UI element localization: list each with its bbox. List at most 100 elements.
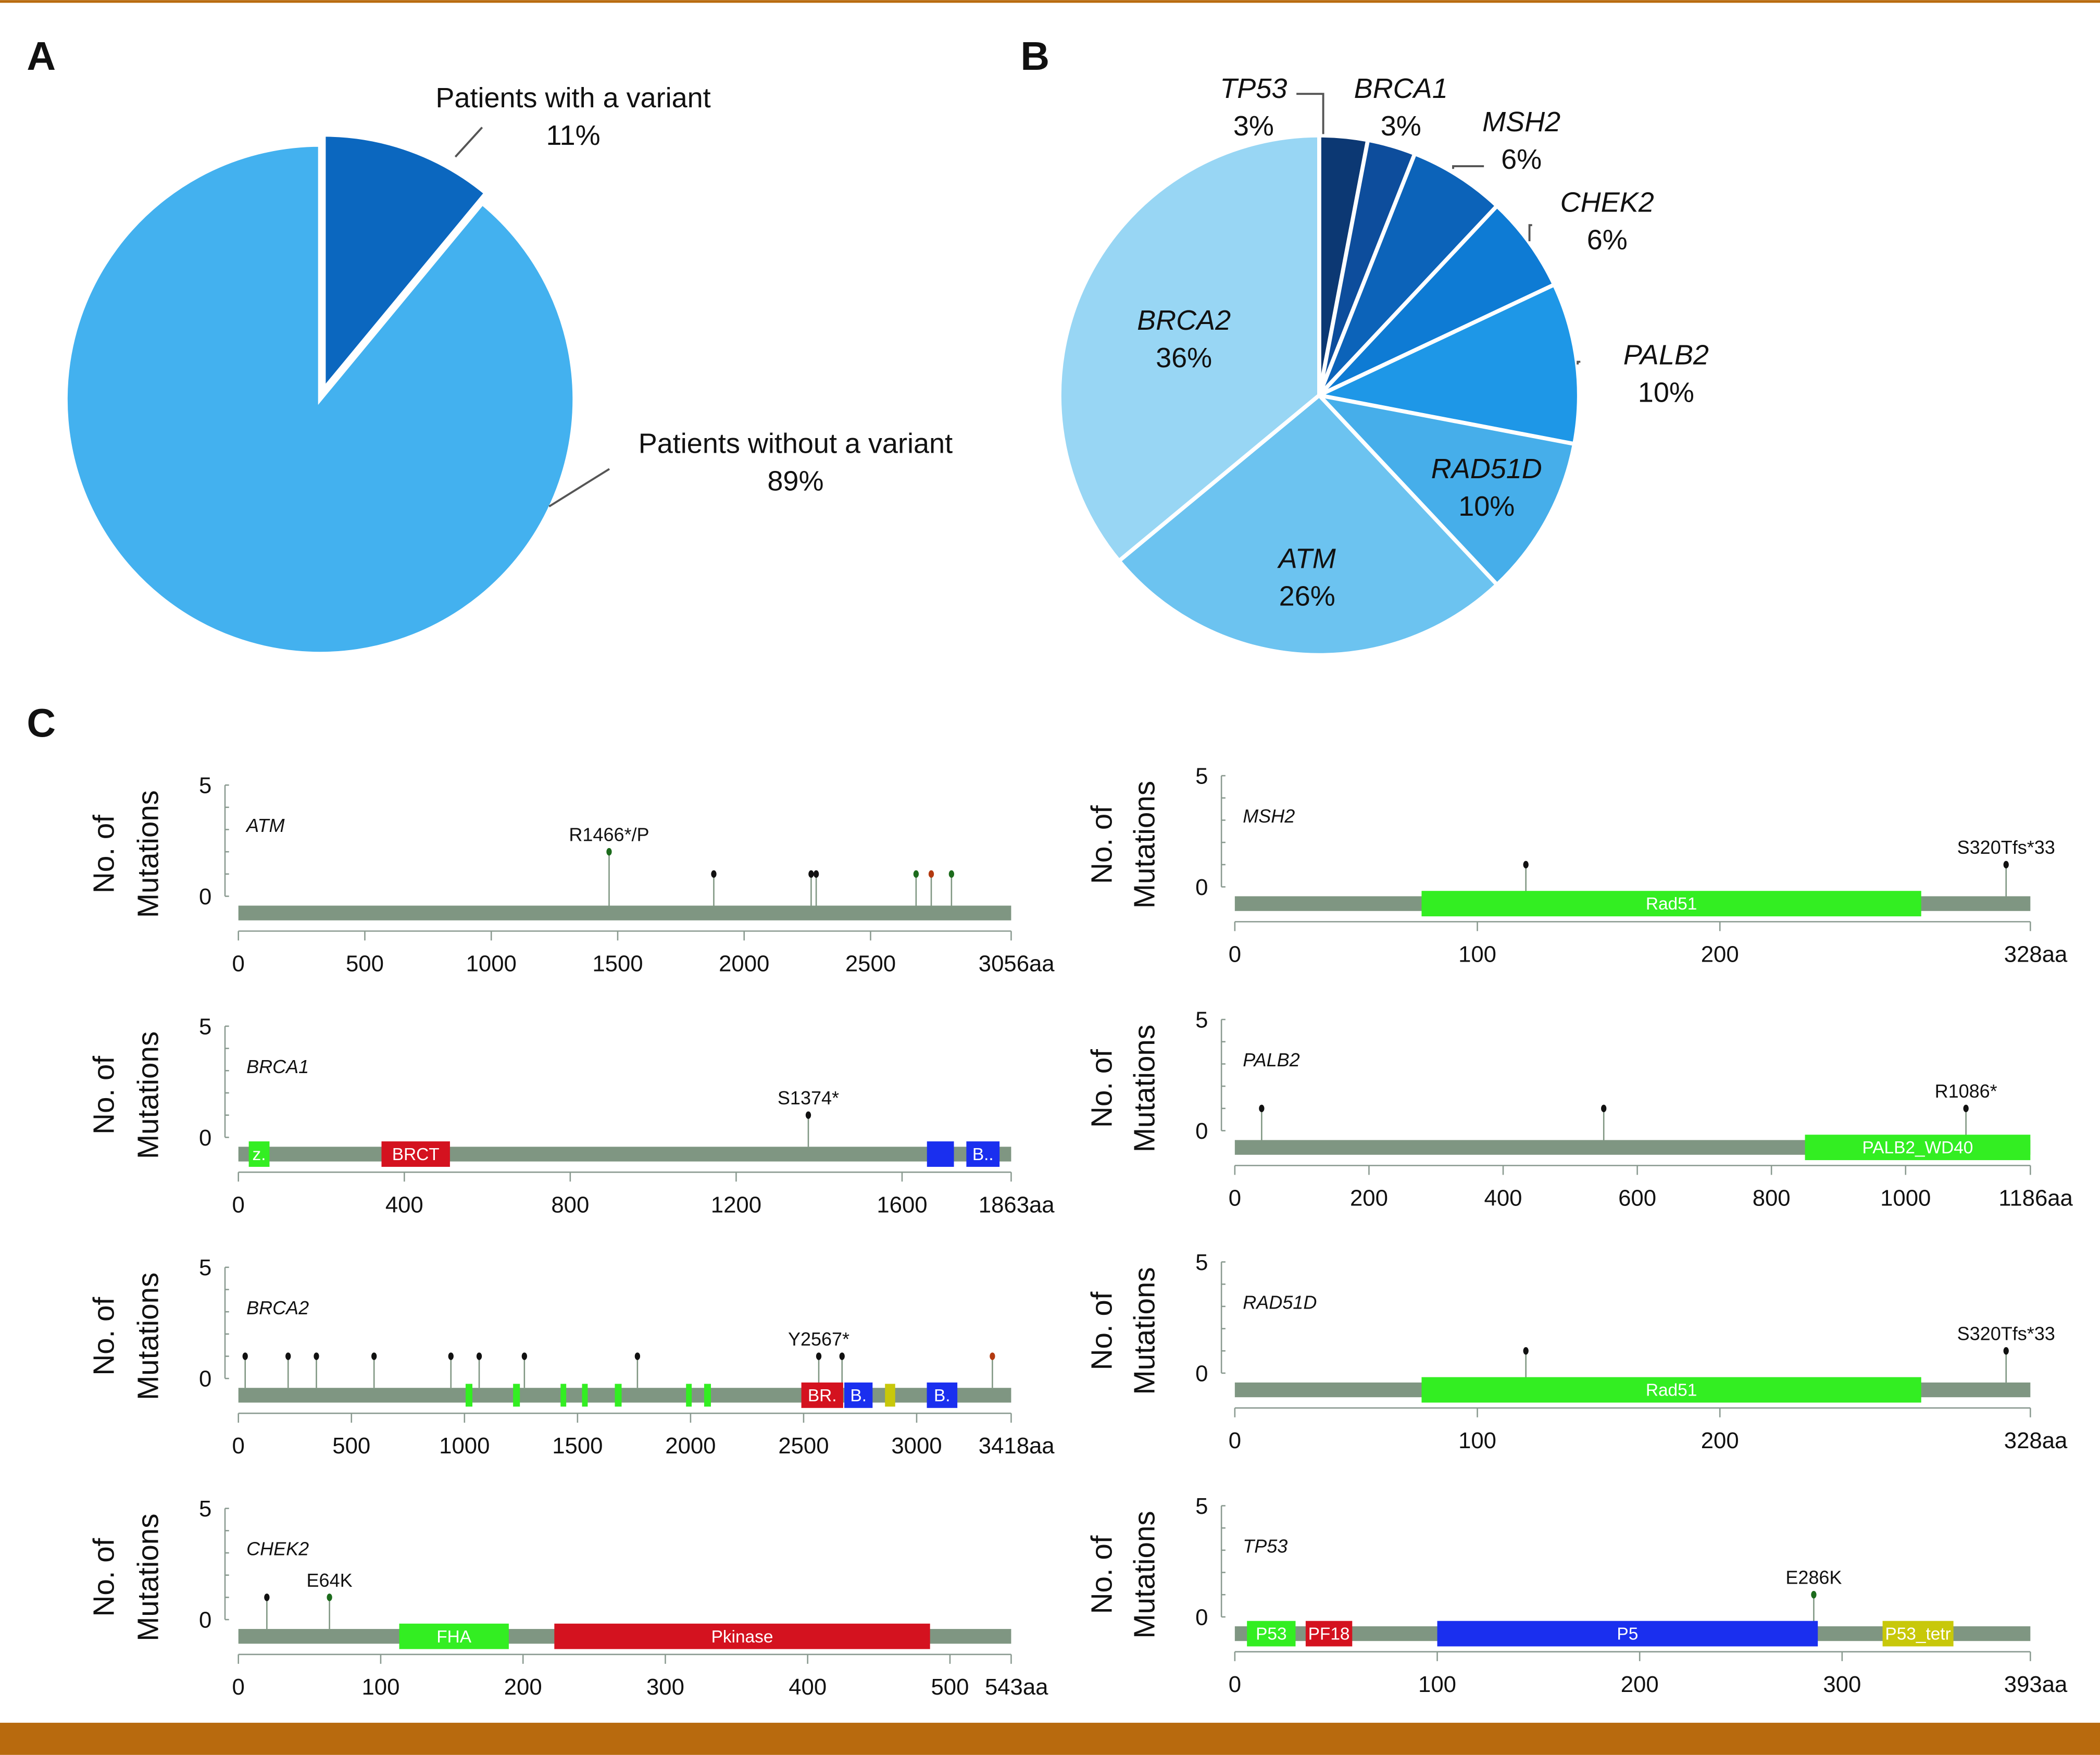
x-tick-label: 400 (1484, 1186, 1522, 1211)
mutation-label: E286K (1785, 1567, 1842, 1588)
domain-label: z. (253, 1145, 266, 1164)
x-tick-label: 400 (789, 1674, 827, 1700)
pie-chart-a: Patients with a variant 11% Patients witho… (64, 82, 953, 656)
mutation-point (1963, 1104, 1969, 1113)
length-label: 543aa (985, 1674, 1048, 1700)
protein-domain (885, 1384, 895, 1407)
domain-label: FHA (436, 1627, 472, 1647)
protein-domain (927, 1382, 958, 1408)
pie-slice (321, 132, 489, 395)
x-tick-label: 0 (1229, 942, 1241, 967)
slice-gene-label: CHEK2 (1560, 187, 1654, 218)
protein-domain (1305, 1621, 1353, 1647)
leader-line (548, 468, 610, 507)
y-axis-label: No. of (1085, 805, 1118, 884)
gene-name: BRCA1 (246, 1056, 309, 1077)
protein-domain (704, 1384, 711, 1407)
mutation-point (285, 1352, 291, 1360)
y-tick-label: 0 (1195, 875, 1208, 900)
y-axis-label: No. of (88, 815, 120, 893)
lollipop-atm: No. of Mutations 5 0 ATM R1466*/P 0 500 1000 1500… (88, 773, 1055, 977)
length-label: 3056aa (979, 951, 1055, 977)
domain-label: P53 (1256, 1625, 1286, 1644)
y-axis-label: Mutations (131, 1513, 164, 1641)
x-tick-label: 1000 (1880, 1186, 1931, 1211)
slice-percent: 36% (1156, 342, 1212, 374)
bottom-frame-bar (0, 1723, 2100, 1755)
y-tick-label: 5 (1195, 764, 1208, 789)
mutation-label: R1086* (1935, 1080, 1997, 1102)
gene-name: CHEK2 (246, 1538, 309, 1560)
protein-backbone (238, 905, 1011, 920)
lollipop-msh2: No. of Mutations 5 0 MSH2 S320Tfs*33 Rad51 0 100… (1085, 764, 2068, 967)
y-tick-label: 5 (1195, 1250, 1208, 1275)
leader-line (1452, 165, 1484, 169)
protein-backbone (238, 1147, 1011, 1162)
mutation-point (606, 848, 612, 856)
protein-domain (1805, 1135, 2031, 1161)
length-label: 393aa (2004, 1672, 2068, 1697)
x-tick-label: 800 (551, 1192, 589, 1217)
gene-name: TP53 (1243, 1536, 1288, 1557)
x-tick-label: 200 (1701, 1428, 1739, 1453)
leader-line (1577, 360, 1581, 365)
gene-name: BRCA2 (246, 1297, 309, 1318)
length-label: 1186aa (1998, 1186, 2073, 1211)
domain-label: B. (850, 1386, 867, 1405)
x-tick-label: 100 (1458, 1428, 1496, 1453)
x-tick-label: 500 (332, 1433, 370, 1459)
protein-domain (1247, 1621, 1296, 1647)
y-axis-label: No. of (1085, 1291, 1118, 1370)
x-tick-label: 0 (232, 951, 245, 977)
y-tick-label: 5 (199, 1496, 211, 1522)
protein-domain (686, 1384, 692, 1407)
domain-label: Pkinase (711, 1627, 773, 1647)
slice-label: Patients without a variant (639, 428, 953, 459)
mutation-label: E64K (307, 1570, 353, 1591)
y-tick-label: 0 (199, 1366, 211, 1392)
x-tick-label: 0 (1229, 1672, 1241, 1697)
mutation-point (1523, 861, 1529, 869)
mutation-point (913, 870, 919, 878)
domain-label: P5 (1617, 1625, 1638, 1644)
y-tick-label: 5 (1195, 1007, 1208, 1033)
x-tick-label: 0 (232, 1433, 245, 1459)
y-axis-label: No. of (88, 1538, 120, 1616)
mutation-point (242, 1352, 248, 1360)
protein-domain (554, 1623, 930, 1649)
protein-domain (1421, 1377, 1921, 1403)
x-tick-label: 3000 (891, 1433, 942, 1459)
x-tick-label: 500 (931, 1674, 969, 1700)
slice-percent: 6% (1501, 144, 1542, 175)
slice-gene-label: ATM (1277, 543, 1336, 575)
mutation-point (314, 1352, 319, 1360)
panel-label-c: C (27, 701, 56, 745)
mutation-point (327, 1594, 332, 1601)
x-tick-label: 2000 (719, 951, 769, 977)
leader-line (1296, 93, 1324, 134)
gene-name: MSH2 (1243, 805, 1295, 827)
y-tick-label: 5 (199, 1014, 211, 1039)
slice-gene-label: BRCA1 (1354, 73, 1448, 104)
domain-label: PF18 (1308, 1625, 1350, 1644)
gene-name: RAD51D (1243, 1292, 1317, 1313)
mutation-point (928, 870, 934, 878)
mutation-point (805, 1111, 811, 1119)
mutation-point (1811, 1591, 1817, 1599)
x-tick-label: 2500 (845, 951, 896, 977)
protein-domain (1437, 1621, 1818, 1647)
mutation-point (1259, 1104, 1265, 1113)
domain-label: B. (934, 1386, 951, 1405)
x-tick-label: 100 (1458, 942, 1496, 967)
mutation-point (1601, 1104, 1607, 1113)
y-tick-label: 0 (1195, 1118, 1208, 1144)
mutation-point (711, 870, 717, 878)
mutation-point (816, 1352, 822, 1360)
protein-domain (399, 1623, 509, 1649)
leader-line (454, 127, 483, 158)
length-label: 1863aa (979, 1192, 1055, 1217)
slice-percent: 10% (1458, 491, 1515, 522)
y-axis-label: No. of (88, 1056, 120, 1135)
